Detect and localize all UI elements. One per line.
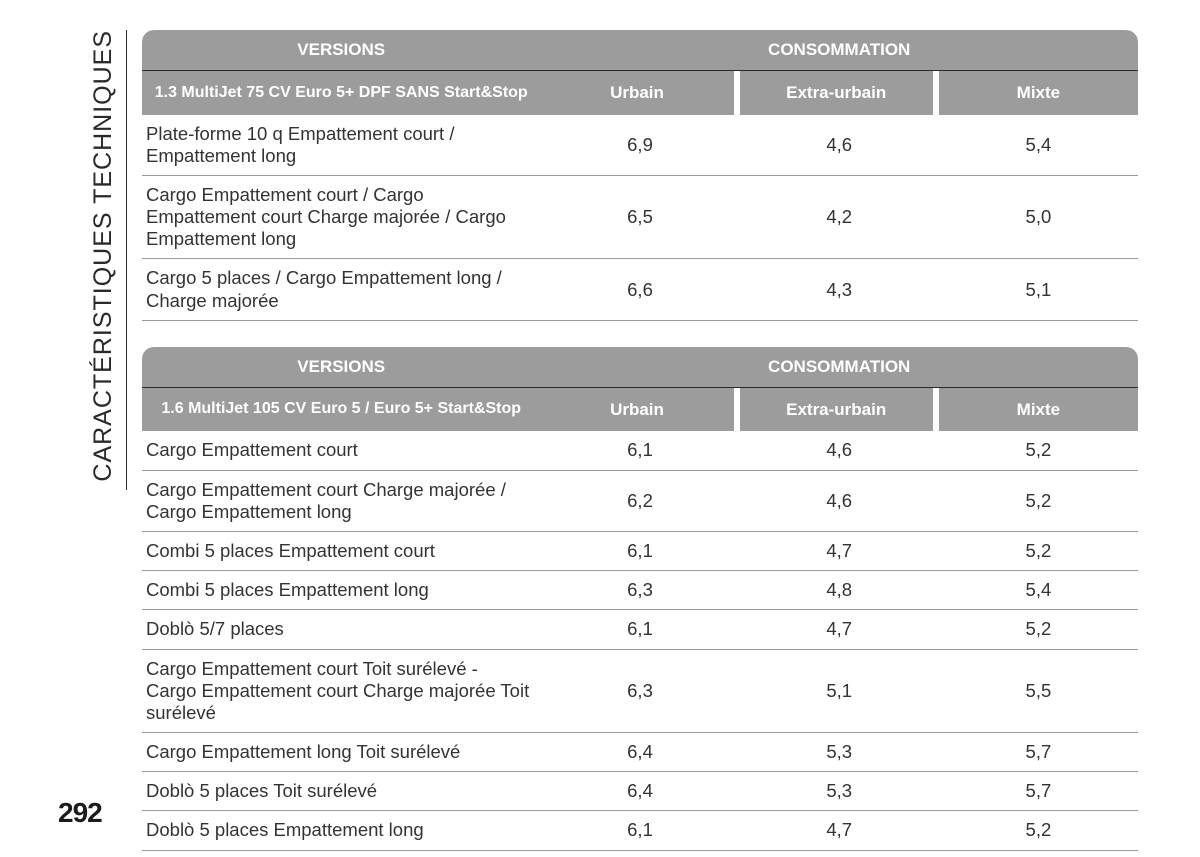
row-label: Combi 5 places Empattement long [142,571,540,610]
row-val: 4,8 [740,571,939,610]
section-title-vertical: CARACTÉRISTIQUES TECHNIQUES [78,30,118,490]
spec-table-1: VERSIONS CONSOMMATION 1.3 MultiJet 75 CV… [142,30,1138,321]
col-header-consommation: CONSOMMATION [540,30,1138,70]
version-subheader: 1.6 MultiJet 105 CV Euro 5 / Euro 5+ Sta… [142,388,540,432]
col-header-versions: VERSIONS [142,347,540,387]
col-header-versions: VERSIONS [142,30,540,70]
row-val: 4,3 [740,259,939,320]
row-val: 6,1 [540,811,739,850]
content: VERSIONS CONSOMMATION 1.3 MultiJet 75 CV… [142,30,1138,851]
row-label: Cargo Empattement court Charge majorée /… [142,471,540,532]
row-val: 5,2 [939,471,1138,532]
row-val: 6,5 [540,176,739,260]
table-row: Doblò 5 places Toit surélevé 6,4 5,3 5,7 [142,772,1138,811]
row-val: 6,4 [540,733,739,772]
row-val: 4,6 [740,115,939,176]
section-title-text: CARACTÉRISTIQUES TECHNIQUES [89,30,118,482]
row-val: 5,3 [740,733,939,772]
row-val: 5,7 [939,772,1138,811]
row-label: Cargo Empattement long Toit surélevé [142,733,540,772]
row-val: 4,6 [740,471,939,532]
row-val: 6,3 [540,650,739,734]
row-val: 4,2 [740,176,939,260]
row-val: 6,1 [540,610,739,649]
table-row: Cargo Empattement court Toit surélevé - … [142,650,1138,734]
row-label: Plate-forme 10 q Empattement court / Emp… [142,115,540,176]
col-urbain: Urbain [540,71,739,115]
table-row: Plate-forme 10 q Empattement court / Emp… [142,115,1138,176]
table-row: Cargo 5 places / Cargo Empattement long … [142,259,1138,320]
row-label: Doblò 5/7 places [142,610,540,649]
table-row: Cargo Empattement court Charge majorée /… [142,471,1138,532]
page-number: 292 [58,797,102,829]
row-val: 5,2 [939,431,1138,470]
row-val: 4,6 [740,431,939,470]
row-val: 6,9 [540,115,739,176]
col-header-consommation: CONSOMMATION [540,347,1138,387]
table-gap [142,321,1138,347]
vertical-rule [126,30,127,490]
row-label: Cargo Empattement court Toit surélevé - … [142,650,540,734]
version-subheader: 1.3 MultiJet 75 CV Euro 5+ DPF SANS Star… [142,71,540,115]
row-val: 5,7 [939,733,1138,772]
row-label: Combi 5 places Empattement court [142,532,540,571]
col-mixte: Mixte [939,71,1138,115]
row-val: 5,5 [939,650,1138,734]
table-row: Combi 5 places Empattement court 6,1 4,7… [142,532,1138,571]
row-val: 5,4 [939,571,1138,610]
table-row: Doblò 5 places Empattement long 6,1 4,7 … [142,811,1138,850]
table-row: Cargo Empattement court / Cargo Empattem… [142,176,1138,260]
table-row: Combi 5 places Empattement long 6,3 4,8 … [142,571,1138,610]
row-label: Cargo Empattement court / Cargo Empattem… [142,176,540,260]
row-val: 5,2 [939,811,1138,850]
row-label: Cargo 5 places / Cargo Empattement long … [142,259,540,320]
table-row: Cargo Empattement court 6,1 4,6 5,2 [142,431,1138,470]
row-val: 6,2 [540,471,739,532]
row-label: Doblò 5 places Toit surélevé [142,772,540,811]
col-extra-urbain: Extra-urbain [740,388,939,432]
row-label: Cargo Empattement court [142,431,540,470]
col-extra-urbain: Extra-urbain [740,71,939,115]
row-label: Doblò 5 places Empattement long [142,811,540,850]
row-val: 4,7 [740,610,939,649]
row-val: 5,4 [939,115,1138,176]
col-mixte: Mixte [939,388,1138,432]
spec-table-2: VERSIONS CONSOMMATION 1.6 MultiJet 105 C… [142,347,1138,851]
row-val: 4,7 [740,532,939,571]
row-val: 5,2 [939,532,1138,571]
table-row: Cargo Empattement long Toit surélevé 6,4… [142,733,1138,772]
row-val: 6,3 [540,571,739,610]
row-val: 5,1 [939,259,1138,320]
row-val: 6,4 [540,772,739,811]
row-val: 5,3 [740,772,939,811]
page: CARACTÉRISTIQUES TECHNIQUES VERSIONS CON… [0,0,1200,857]
row-val: 6,1 [540,532,739,571]
row-val: 5,1 [740,650,939,734]
col-urbain: Urbain [540,388,739,432]
row-val: 6,1 [540,431,739,470]
row-val: 5,2 [939,610,1138,649]
table-row: Doblò 5/7 places 6,1 4,7 5,2 [142,610,1138,649]
row-val: 5,0 [939,176,1138,260]
row-val: 6,6 [540,259,739,320]
row-val: 4,7 [740,811,939,850]
